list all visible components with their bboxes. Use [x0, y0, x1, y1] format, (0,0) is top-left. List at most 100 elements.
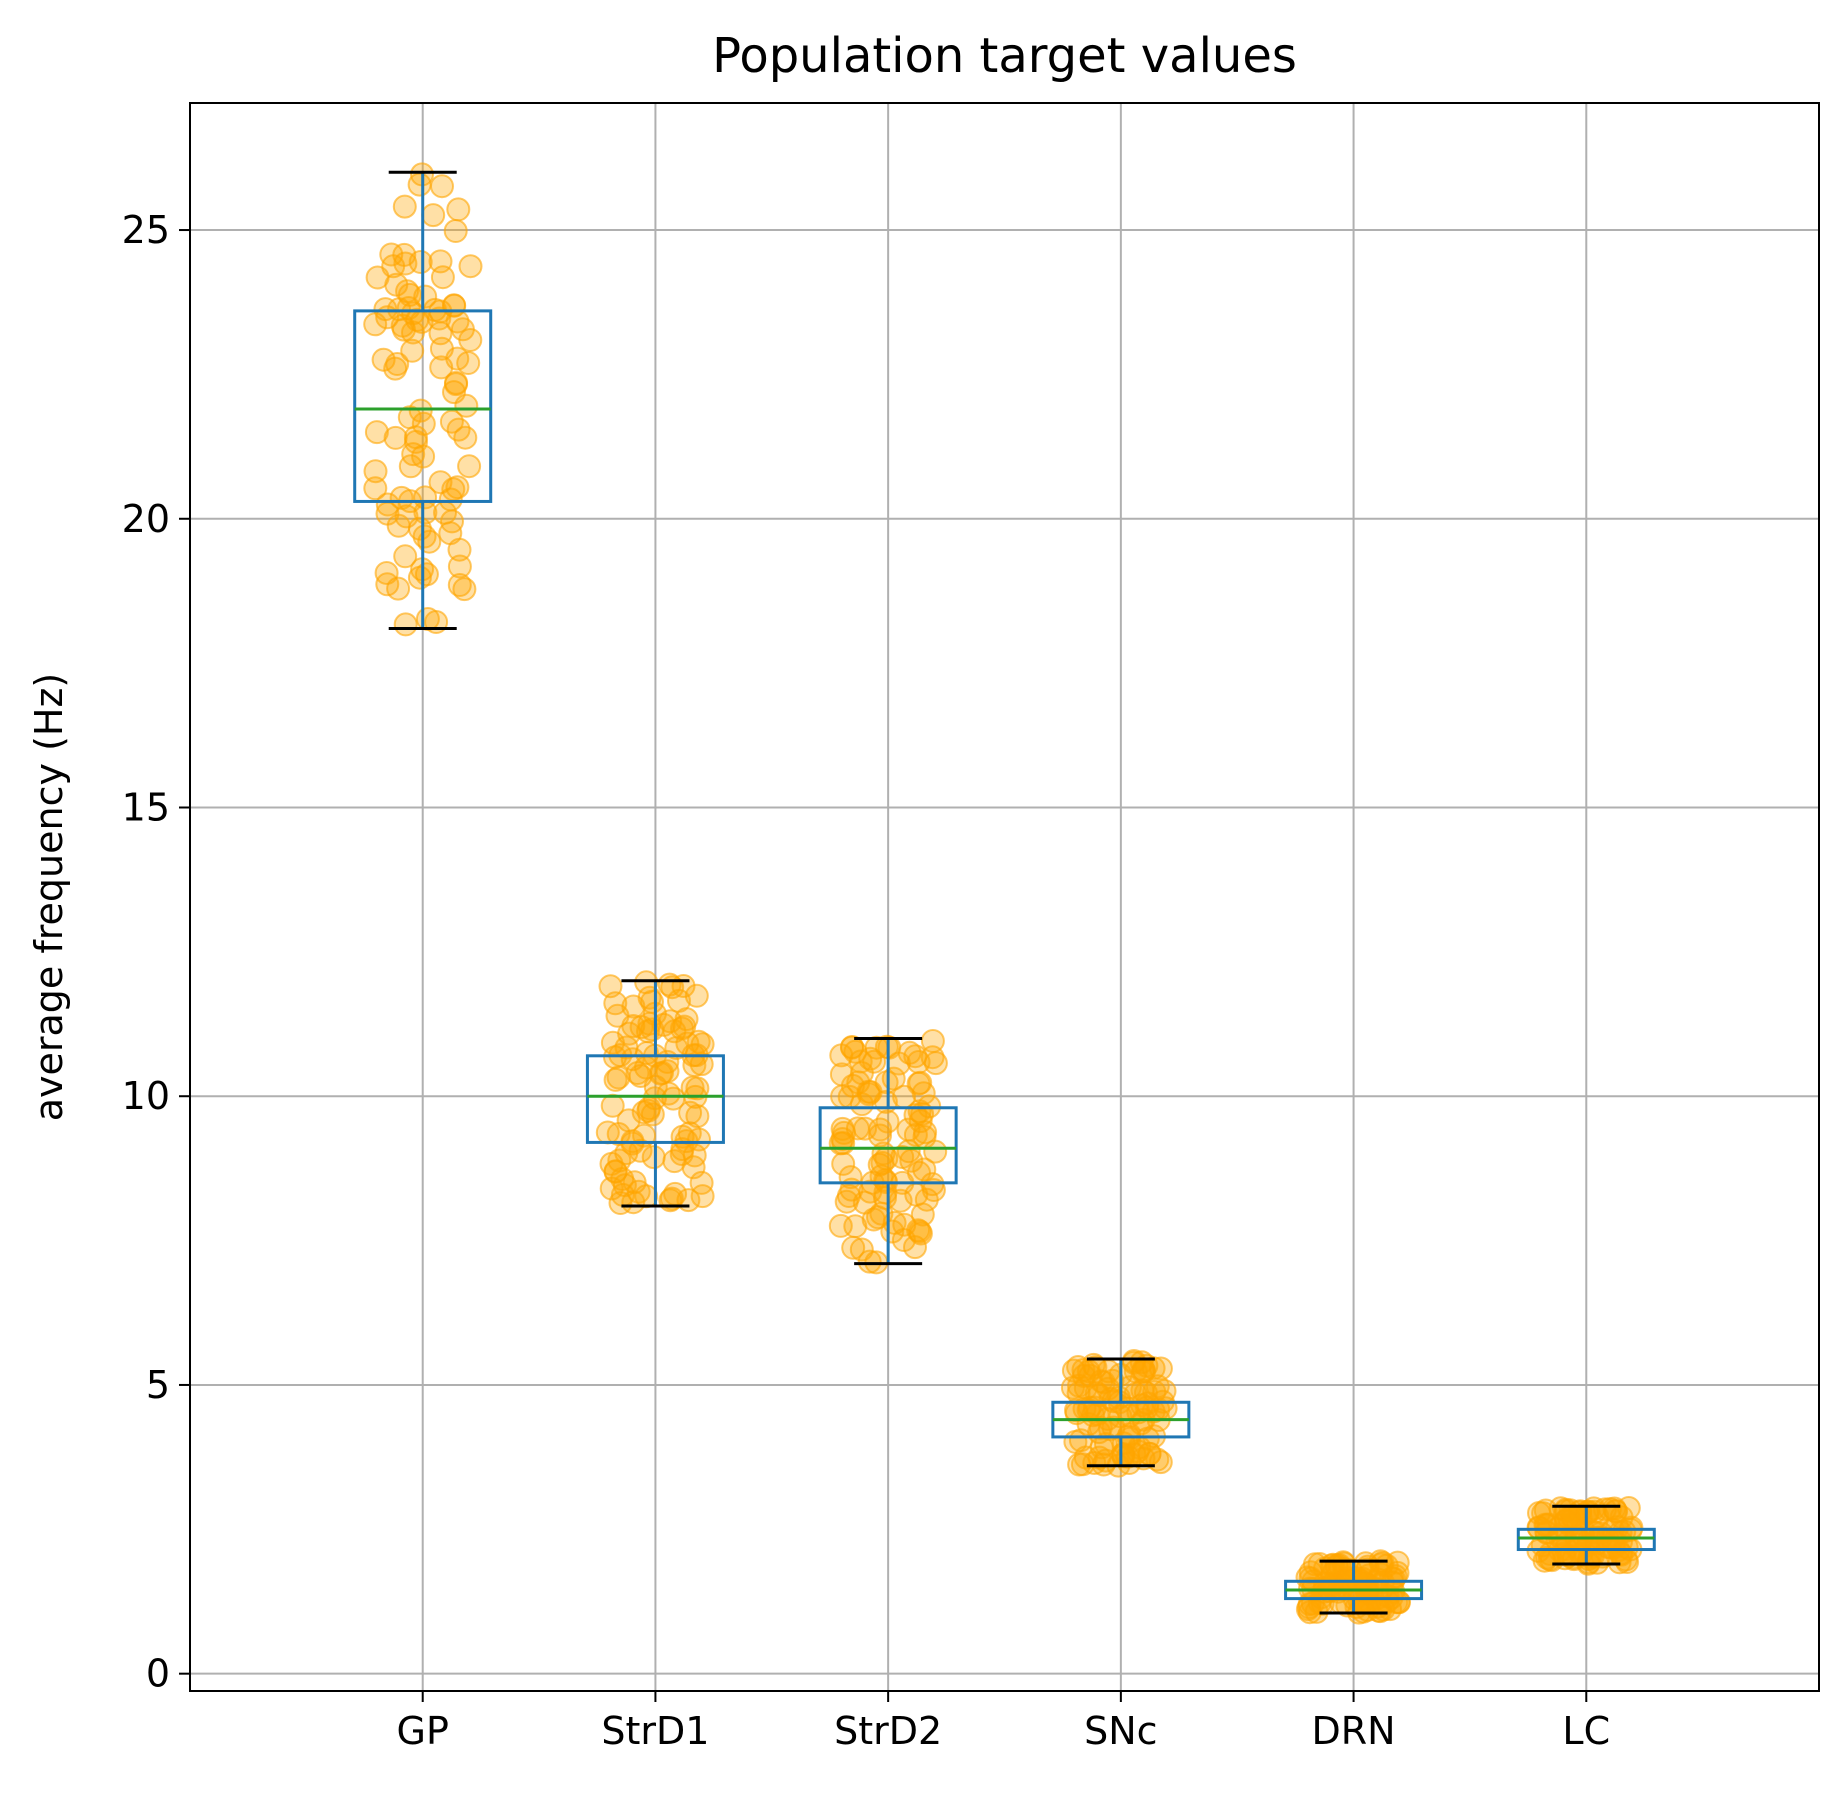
data-point [393, 544, 418, 569]
data-point [920, 1029, 945, 1053]
data-point [689, 1052, 714, 1077]
data-point [430, 174, 454, 199]
data-point [830, 1084, 855, 1109]
data-point [375, 492, 400, 517]
y-tick-label: 10 [122, 1074, 170, 1118]
data-point [446, 197, 471, 222]
data-point [658, 1009, 683, 1034]
data-point [910, 1202, 935, 1227]
data-point [906, 1050, 931, 1074]
data-point [1613, 1547, 1638, 1572]
data-point [899, 1148, 924, 1173]
data-point [629, 1015, 654, 1040]
data-point [858, 1046, 883, 1071]
data-point [363, 312, 388, 337]
data-point [599, 1176, 624, 1201]
data-point [603, 991, 628, 1016]
data-point [363, 459, 388, 484]
data-point [1145, 1374, 1170, 1399]
data-point [621, 1190, 646, 1215]
data-point [896, 1139, 921, 1164]
data-point [897, 1040, 922, 1065]
data-point [663, 1181, 688, 1206]
data-point [912, 1157, 937, 1182]
data-point [840, 1035, 864, 1060]
x-axis: GP StrD1 StrD2 SNc DRN LC [397, 1691, 1610, 1753]
x-tick-label: StrD2 [834, 1709, 942, 1753]
data-point [1549, 1522, 1574, 1547]
y-tick-label: 0 [146, 1652, 170, 1696]
data-point [608, 1191, 633, 1215]
boxes [353, 170, 1656, 1615]
data-point [433, 500, 457, 525]
data-point [856, 1079, 881, 1104]
chart-title: Population target values [712, 28, 1297, 84]
data-point [439, 409, 464, 434]
box-gp [353, 309, 493, 503]
data-point [595, 1120, 620, 1145]
data-point [458, 254, 483, 279]
y-axis: 0 5 10 15 20 25 [122, 208, 190, 1696]
data-point [641, 1145, 666, 1170]
y-tick-label: 15 [122, 785, 170, 829]
x-tick-label: DRN [1312, 1709, 1396, 1753]
data-point [1593, 1497, 1617, 1522]
data-point [643, 1074, 668, 1099]
data-point [634, 1041, 659, 1065]
data-point [685, 1076, 710, 1101]
data-point [397, 405, 422, 430]
data-point [1084, 1381, 1109, 1406]
data-point [383, 425, 408, 450]
data-point [400, 338, 425, 363]
data-point [413, 284, 438, 309]
data-point [1081, 1403, 1106, 1428]
data-point [923, 1139, 948, 1164]
x-tick-label: StrD1 [601, 1709, 709, 1753]
data-point [442, 380, 466, 405]
data-point [1123, 1382, 1148, 1406]
data-point [389, 485, 414, 510]
data-point [669, 1142, 694, 1166]
data-point [1060, 1375, 1085, 1400]
data-point [1327, 1553, 1352, 1577]
data-point [447, 573, 472, 597]
data-point [849, 1092, 874, 1117]
x-tick-label: LC [1562, 1709, 1610, 1753]
data-point [908, 1070, 933, 1095]
data-point [620, 1047, 645, 1072]
data-point [857, 1249, 882, 1274]
data-point [393, 251, 418, 276]
data-point [636, 1098, 661, 1123]
y-tick-label: 20 [122, 497, 170, 541]
data-point [457, 454, 482, 479]
data-point [1067, 1452, 1092, 1477]
data-point [868, 1117, 893, 1142]
data-point [398, 454, 423, 479]
data-point [657, 972, 682, 997]
data-point [622, 1170, 647, 1195]
data-point [637, 985, 662, 1010]
data-point [1089, 1435, 1114, 1460]
box-strd1 [585, 1054, 725, 1144]
data-point [444, 370, 469, 395]
data-point [689, 1170, 714, 1195]
data-point [1384, 1590, 1409, 1615]
data-point [843, 1214, 868, 1239]
data-point [379, 242, 404, 267]
data-point [443, 219, 468, 243]
data-point [1527, 1501, 1551, 1525]
data-point [407, 516, 432, 541]
y-tick-label: 5 [146, 1363, 170, 1407]
data-point [456, 351, 481, 375]
data-point [365, 265, 390, 290]
data-point [413, 485, 438, 510]
data-point [903, 1103, 928, 1127]
data-point [374, 561, 399, 585]
data-point [670, 1016, 694, 1041]
data-point [441, 477, 466, 502]
data-point [1297, 1595, 1321, 1620]
data-point [430, 265, 455, 290]
data-point [874, 1146, 899, 1171]
data-point [405, 307, 430, 332]
